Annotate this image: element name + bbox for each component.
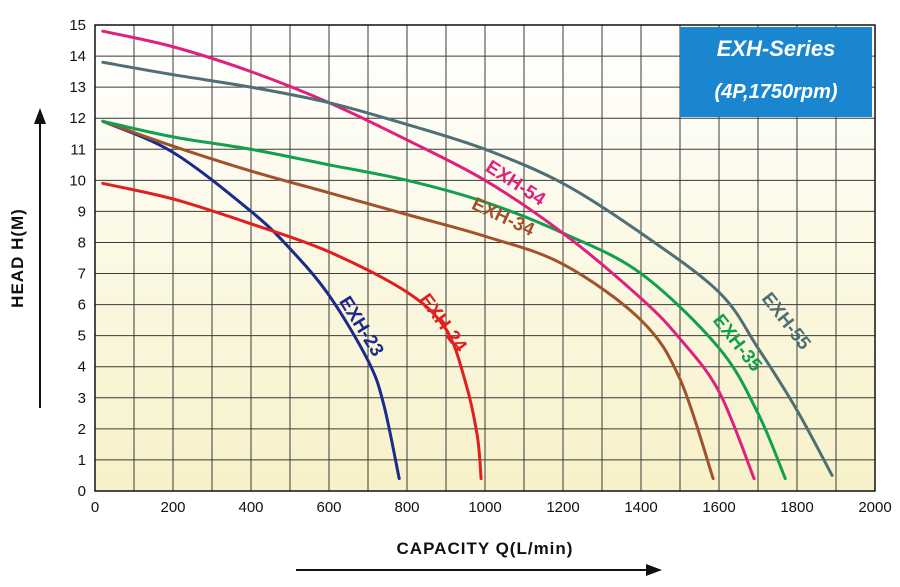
y-tick-label: 0 bbox=[78, 483, 86, 500]
y-tick-label: 12 bbox=[69, 110, 86, 127]
axes: 0 200 400 600 800 1000 1200 1400 1600 1800 2000012… bbox=[69, 17, 891, 516]
y-tick-label: 9 bbox=[78, 203, 86, 220]
x-tick-label: 200 bbox=[160, 499, 185, 516]
y-tick-label: 7 bbox=[78, 266, 86, 283]
y-tick-label: 13 bbox=[69, 79, 86, 96]
series-line-exh-35 bbox=[101, 119, 787, 481]
y-tick-label: 1 bbox=[78, 452, 86, 469]
y-tick-label: 14 bbox=[69, 48, 86, 65]
series-badge: EXH-Series (4P,1750rpm) bbox=[680, 27, 872, 117]
y-tick-label: 15 bbox=[69, 17, 86, 34]
y-tick-label: 4 bbox=[78, 359, 86, 376]
badge-title: EXH-Series bbox=[717, 36, 836, 61]
y-tick-label: 10 bbox=[69, 172, 86, 189]
plot-border bbox=[94, 24, 876, 492]
y-tick-label: 6 bbox=[78, 297, 86, 314]
series-line-exh-24 bbox=[101, 181, 483, 481]
y-tick-label: 2 bbox=[78, 421, 86, 438]
series-line-exh-54 bbox=[101, 29, 756, 481]
x-tick-label: 1800 bbox=[780, 499, 813, 516]
x-axis-title: CAPACITY Q(L/min) bbox=[397, 539, 574, 558]
x-tick-label: 600 bbox=[316, 499, 341, 516]
x-tick-label: 1600 bbox=[702, 499, 735, 516]
series-line-exh-23 bbox=[101, 119, 401, 481]
x-tick-label: 0 bbox=[91, 499, 99, 516]
series-line-exh-55 bbox=[101, 60, 834, 477]
y-tick-label: 3 bbox=[78, 390, 86, 407]
badge-subtitle: (4P,1750rpm) bbox=[714, 81, 837, 103]
x-tick-label: 400 bbox=[238, 499, 263, 516]
series-lines bbox=[101, 29, 834, 481]
y-tick-label: 5 bbox=[78, 328, 86, 345]
x-axis-arrow-icon bbox=[296, 564, 662, 576]
y-axis-title: HEAD H(M) bbox=[8, 208, 27, 308]
series-badge-box bbox=[680, 27, 872, 117]
x-tick-label: 800 bbox=[394, 499, 419, 516]
y-tick-label: 11 bbox=[70, 141, 86, 158]
x-tick-label: 1000 bbox=[468, 499, 501, 516]
x-tick-label: 2000 bbox=[858, 499, 891, 516]
x-tick-label: 1200 bbox=[546, 499, 579, 516]
y-axis-arrow-icon bbox=[34, 108, 46, 408]
series-line-exh-34 bbox=[101, 119, 715, 481]
y-tick-label: 8 bbox=[78, 234, 86, 251]
x-tick-label: 1400 bbox=[624, 499, 657, 516]
